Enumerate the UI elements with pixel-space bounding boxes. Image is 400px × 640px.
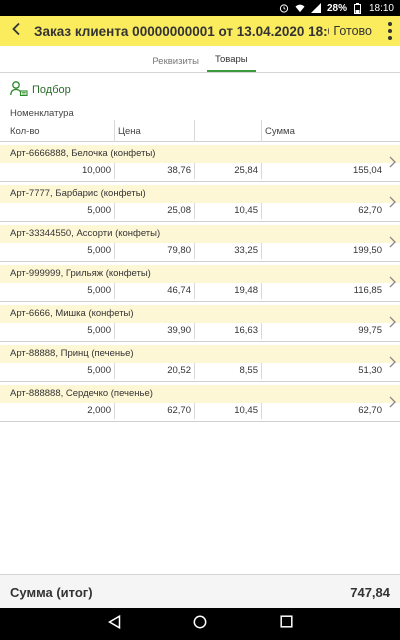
- row-name: Арт-6666, Мишка (конфеты): [10, 308, 134, 319]
- row-sum: 116,85: [353, 285, 382, 296]
- row-name: Арт-999999, Грильяж (конфеты): [10, 268, 151, 279]
- pick-label: Подбор: [32, 84, 71, 96]
- table-row[interactable]: Арт-6666888, Белочка (конфеты) 10,000 38…: [0, 142, 400, 182]
- row-sum: 155,04: [352, 165, 382, 176]
- row-price: 62,70: [167, 405, 191, 416]
- nav-back-button[interactable]: [106, 614, 122, 634]
- nav-recents-button[interactable]: [278, 615, 294, 633]
- more-menu-button[interactable]: [380, 16, 400, 46]
- table-row[interactable]: Арт-88888, Принц (печенье) 5,000 20,52 8…: [0, 342, 400, 382]
- triangle-back-icon: [107, 614, 121, 634]
- table-row[interactable]: Арт-6666, Мишка (конфеты) 5,000 39,90 16…: [0, 302, 400, 342]
- footer-total-bar: Сумма (итог) 747,84: [0, 575, 400, 608]
- row-name: Арт-88888, Принц (печенье): [10, 348, 134, 359]
- nav-home-button[interactable]: [192, 615, 208, 634]
- page-title: Заказ клиента 00000000001 от 13.04.2020 …: [34, 23, 330, 39]
- battery-icon: [353, 2, 363, 14]
- table-header: Кол-во Цена Сумма: [0, 120, 400, 142]
- back-button[interactable]: [0, 16, 32, 46]
- tab-goods[interactable]: Товары: [206, 50, 256, 72]
- chevron-left-icon: [11, 22, 21, 41]
- row-qty: 10,000: [81, 165, 111, 176]
- app-header: Заказ клиента 00000000001 от 13.04.2020 …: [0, 16, 400, 46]
- row-sum: 199,50: [352, 245, 382, 256]
- row-name: Арт-33344550, Ассорти (конфеты): [10, 228, 161, 239]
- column-header-price: Цена: [118, 125, 141, 137]
- row-discount: 16,63: [234, 325, 258, 336]
- system-nav-bar: [0, 608, 400, 640]
- row-discount: 33,25: [234, 245, 258, 256]
- row-qty: 5,000: [87, 325, 111, 336]
- row-discount: 19,48: [234, 285, 258, 296]
- row-price: 25,08: [167, 205, 191, 216]
- chevron-right-icon: [387, 155, 397, 169]
- goods-table: Арт-6666888, Белочка (конфеты) 10,000 38…: [0, 142, 400, 422]
- table-row[interactable]: Арт-888888, Сердечко (печенье) 2,000 62,…: [0, 382, 400, 422]
- column-separator: [194, 120, 195, 142]
- row-sum: 99,75: [358, 325, 382, 336]
- chevron-right-icon: [387, 355, 397, 369]
- alarm-icon: [279, 3, 289, 13]
- total-value: 747,84: [350, 585, 390, 600]
- column-separator: [114, 120, 115, 142]
- pick-button[interactable]: Подбор: [10, 80, 71, 100]
- row-discount: 8,55: [239, 365, 259, 376]
- chevron-right-icon: [387, 395, 397, 409]
- status-bar: 28% 18:10: [0, 0, 400, 16]
- row-name: Арт-7777, Барбарис (конфеты): [10, 188, 146, 199]
- battery-percent: 28%: [326, 2, 347, 14]
- table-row[interactable]: Арт-7777, Барбарис (конфеты) 5,000 25,08…: [0, 182, 400, 222]
- row-qty: 5,000: [87, 365, 111, 376]
- tab-bar: Реквизиты Товары: [0, 46, 400, 72]
- column-header-discount: [196, 120, 260, 142]
- table-row[interactable]: Арт-999999, Грильяж (конфеты) 5,000 46,7…: [0, 262, 400, 302]
- row-sum: 62,70: [358, 205, 382, 216]
- total-label: Сумма (итог): [10, 585, 93, 600]
- row-price: 39,90: [167, 325, 191, 336]
- row-price: 79,80: [167, 245, 191, 256]
- signal-icon: [310, 3, 321, 13]
- row-qty: 5,000: [87, 245, 111, 256]
- more-vertical-icon: [388, 22, 392, 26]
- row-discount: 25,84: [234, 165, 258, 176]
- row-price: 20,52: [167, 365, 191, 376]
- circle-home-icon: [193, 615, 207, 634]
- column-separator: [261, 120, 262, 142]
- wifi-icon: [295, 3, 305, 13]
- row-discount: 10,45: [234, 405, 258, 416]
- column-header-qty: Кол-во: [10, 125, 40, 137]
- tab-requisites[interactable]: Реквизиты: [152, 56, 199, 67]
- done-button[interactable]: Готово: [333, 24, 372, 38]
- pick-items-icon: [10, 80, 28, 101]
- chevron-right-icon: [387, 235, 397, 249]
- column-header-sum: Сумма: [265, 125, 295, 137]
- row-sum: 62,70: [358, 405, 382, 416]
- row-name: Арт-888888, Сердечко (печенье): [10, 388, 153, 399]
- row-qty: 5,000: [87, 285, 111, 296]
- chevron-right-icon: [387, 315, 397, 329]
- row-discount: 10,45: [234, 205, 258, 216]
- row-name: Арт-6666888, Белочка (конфеты): [10, 148, 156, 159]
- footer-divider: [0, 574, 400, 575]
- table-row[interactable]: Арт-33344550, Ассорти (конфеты) 5,000 79…: [0, 222, 400, 262]
- row-qty: 2,000: [87, 405, 111, 416]
- square-recents-icon: [279, 615, 293, 633]
- column-header-name: Номенклатура: [10, 108, 74, 119]
- clock: 18:10: [368, 2, 394, 14]
- row-sum: 51,30: [358, 365, 382, 376]
- chevron-right-icon: [387, 195, 397, 209]
- row-qty: 5,000: [87, 205, 111, 216]
- row-price: 38,76: [167, 165, 191, 176]
- chevron-right-icon: [387, 275, 397, 289]
- row-price: 46,74: [167, 285, 191, 296]
- tabs-divider: [0, 72, 400, 73]
